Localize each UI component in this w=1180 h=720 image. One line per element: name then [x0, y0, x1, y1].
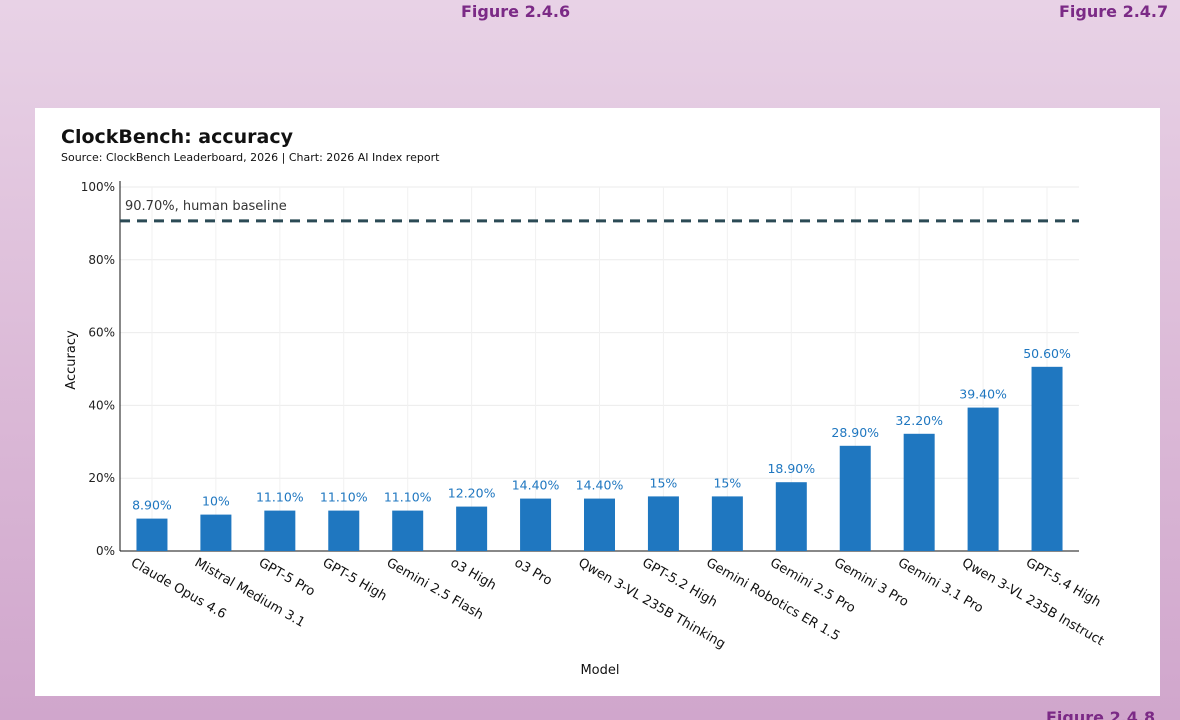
bar	[456, 506, 488, 551]
chart-title: ClockBench: accuracy	[61, 126, 294, 148]
y-axis-title: Accuracy	[64, 330, 79, 390]
bar-value-label: 39.40%	[959, 387, 1007, 402]
chart-card: ClockBench: accuracy Source: ClockBench …	[35, 108, 1160, 696]
bar-value-label: 15%	[713, 475, 741, 490]
bar	[392, 510, 424, 551]
y-tick-label: 100%	[81, 180, 115, 194]
bar	[328, 510, 360, 551]
bar-value-label: 50.60%	[1023, 346, 1071, 361]
y-tick-label: 80%	[88, 253, 115, 267]
x-tick-label: o3 High	[448, 555, 499, 593]
bar	[520, 498, 552, 551]
bar-value-label: 28.90%	[831, 425, 879, 440]
bar	[584, 498, 615, 551]
bar-value-label: 8.90%	[132, 498, 172, 513]
bar	[264, 510, 296, 551]
bar-value-label: 11.10%	[320, 490, 368, 505]
bar	[647, 496, 679, 551]
bar	[967, 407, 999, 551]
x-tick-label: o3 Pro	[512, 555, 555, 589]
y-tick-label: 60%	[88, 326, 115, 340]
bar	[775, 482, 807, 551]
y-tick-label: 0%	[96, 544, 115, 558]
chart-source: Source: ClockBench Leaderboard, 2026 | C…	[61, 151, 440, 164]
bar	[711, 496, 743, 551]
x-tick-label: GPT-5 High	[320, 555, 390, 604]
x-tick-label: Mistral Medium 3.1	[192, 555, 307, 630]
bar	[136, 518, 168, 551]
bar-chart: 0% 20% 40% 60% 80% 100% 90.70%, human baseline…	[64, 180, 1106, 678]
bar	[200, 514, 232, 551]
bar	[839, 445, 871, 551]
x-axis-title: Model	[580, 663, 619, 678]
y-tick-label: 20%	[88, 471, 115, 485]
human-baseline-label: 90.70%, human baseline	[125, 199, 287, 214]
bar-value-label: 11.10%	[256, 490, 304, 505]
bar-value-label: 14.40%	[512, 478, 560, 493]
bar-value-label: 15%	[650, 475, 678, 490]
figure-label-bottom: Figure 2.4.8	[1046, 708, 1156, 720]
bar-value-label: 12.20%	[448, 486, 496, 501]
bar	[1031, 366, 1063, 551]
bar-value-label: 10%	[202, 494, 230, 509]
figure-label-right: Figure 2.4.7	[1059, 2, 1169, 21]
bar-value-label: 11.10%	[384, 490, 432, 505]
bar-value-label: 14.40%	[576, 478, 624, 493]
bar	[903, 433, 935, 551]
bar-value-label: 18.90%	[767, 461, 815, 476]
y-tick-label: 40%	[88, 398, 115, 412]
figure-label-left: Figure 2.4.6	[461, 2, 571, 21]
bar-value-label: 32.20%	[895, 413, 943, 428]
